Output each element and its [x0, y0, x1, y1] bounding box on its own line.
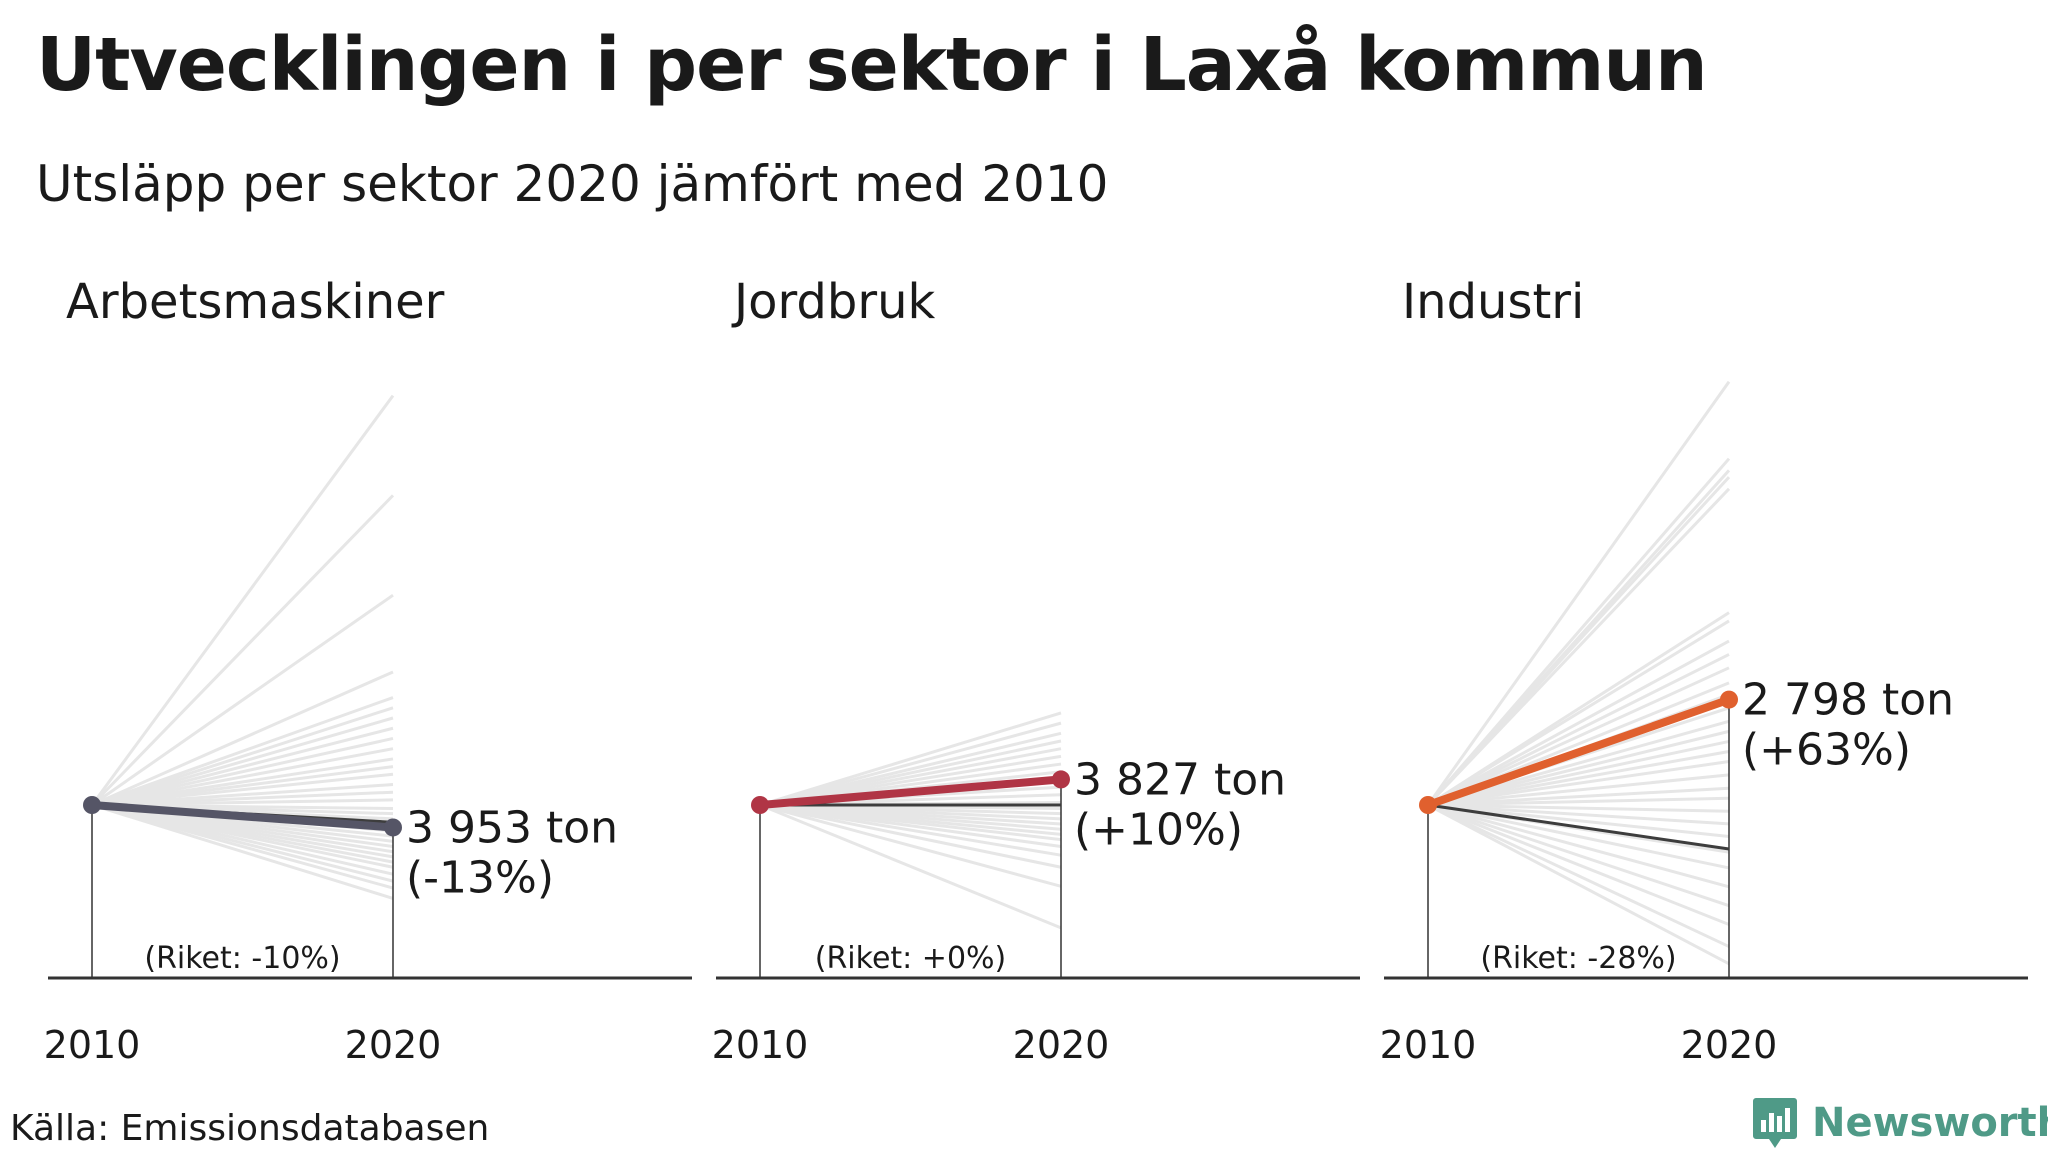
national-change-label: (Riket: +0%)	[815, 941, 1006, 976]
background-line	[759, 803, 1062, 869]
background-line	[1427, 773, 1730, 807]
background-line	[91, 737, 394, 807]
background-line	[1427, 803, 1730, 813]
background-line	[759, 803, 1062, 930]
background-line	[1427, 803, 1730, 826]
highlight-line	[1424, 695, 1733, 809]
newsworthy-logo-text: Newsworthy	[1812, 1100, 2048, 1146]
highlight-point-2010	[751, 796, 769, 814]
background-line	[1426, 380, 1731, 806]
panel-title: Jordbruk	[731, 274, 936, 330]
background-line	[91, 696, 394, 807]
value-label: 2 798 ton	[1742, 675, 1954, 726]
background-line	[1426, 487, 1731, 807]
panel-2: Jordbruk 3 827 ton(+10%) (Riket: +0%) 2010 2…	[712, 274, 1360, 1067]
x-tick-label: 2020	[345, 1023, 442, 1067]
background-line	[91, 670, 394, 807]
background-line	[1427, 803, 1730, 948]
highlight-line	[756, 775, 1065, 809]
highlight-point-2020	[1052, 770, 1070, 789]
background-line	[91, 706, 394, 807]
background-line	[759, 803, 1062, 888]
background-line	[1427, 803, 1730, 870]
background-line	[1427, 760, 1730, 807]
value-label: 3 827 ton	[1074, 754, 1286, 805]
background-line	[90, 494, 395, 807]
background-line	[1427, 729, 1730, 807]
national-line	[1427, 803, 1730, 851]
panel-title: Industri	[1402, 274, 1584, 330]
highlight-point-2020	[1720, 690, 1738, 709]
change-label: (-13%)	[406, 852, 554, 903]
newsworthy-logo-icon	[1753, 1098, 1797, 1148]
background-line	[1427, 639, 1730, 807]
chart-title: Utvecklingen i per sektor i Laxå kommun	[36, 22, 1708, 108]
background-line	[1427, 666, 1730, 807]
background-line	[1427, 796, 1730, 807]
newsworthy-logo: Newsworthy	[1752, 1096, 2048, 1150]
background-line	[1427, 803, 1730, 838]
background-line	[1427, 786, 1730, 807]
x-tick-label: 2020	[1681, 1023, 1778, 1067]
background-line	[90, 394, 395, 806]
background-line	[91, 593, 394, 807]
background-line	[1427, 803, 1730, 908]
background-line	[91, 747, 394, 807]
background-line	[91, 716, 394, 807]
change-label: (+10%)	[1074, 804, 1243, 855]
background-line	[91, 803, 394, 890]
x-tick-label: 2010	[1380, 1023, 1477, 1067]
x-tick-label: 2010	[712, 1023, 809, 1067]
background-line	[91, 803, 394, 900]
value-label: 3 953 ton	[406, 802, 618, 853]
highlight-point-2010	[83, 796, 101, 814]
background-line	[1427, 739, 1730, 807]
background-line	[1427, 803, 1730, 966]
highlight-point-2010	[1419, 796, 1437, 814]
background-line	[759, 803, 1062, 857]
national-change-label: (Riket: -10%)	[144, 941, 340, 976]
x-tick-label: 2010	[44, 1023, 141, 1067]
background-line	[1427, 653, 1730, 807]
source-note: Källa: Emissionsdatabasen	[10, 1108, 490, 1149]
background-line	[91, 772, 394, 807]
background-line	[1427, 619, 1730, 807]
background-line	[759, 711, 1062, 807]
background-line	[759, 721, 1062, 807]
panel-1: Arbetsmaskiner 3 953 ton(-13%) (Riket: -10…	[44, 274, 692, 1067]
panel-3: Industri 2 798 ton(+63%) (Riket: -28%) 2010…	[1380, 274, 2028, 1067]
highlight-point-2020	[384, 818, 402, 837]
background-line	[1427, 803, 1730, 889]
background-line	[91, 726, 394, 807]
chart-subtitle: Utsläpp per sektor 2020 jämfört med 2010	[36, 155, 1109, 213]
panel-title: Arbetsmaskiner	[66, 274, 445, 330]
national-change-label: (Riket: -28%)	[1480, 941, 1676, 976]
highlight-line	[88, 801, 397, 832]
background-line	[1427, 749, 1730, 807]
background-line	[1427, 803, 1730, 926]
x-tick-label: 2020	[1013, 1023, 1110, 1067]
change-label: (+63%)	[1742, 725, 1911, 776]
